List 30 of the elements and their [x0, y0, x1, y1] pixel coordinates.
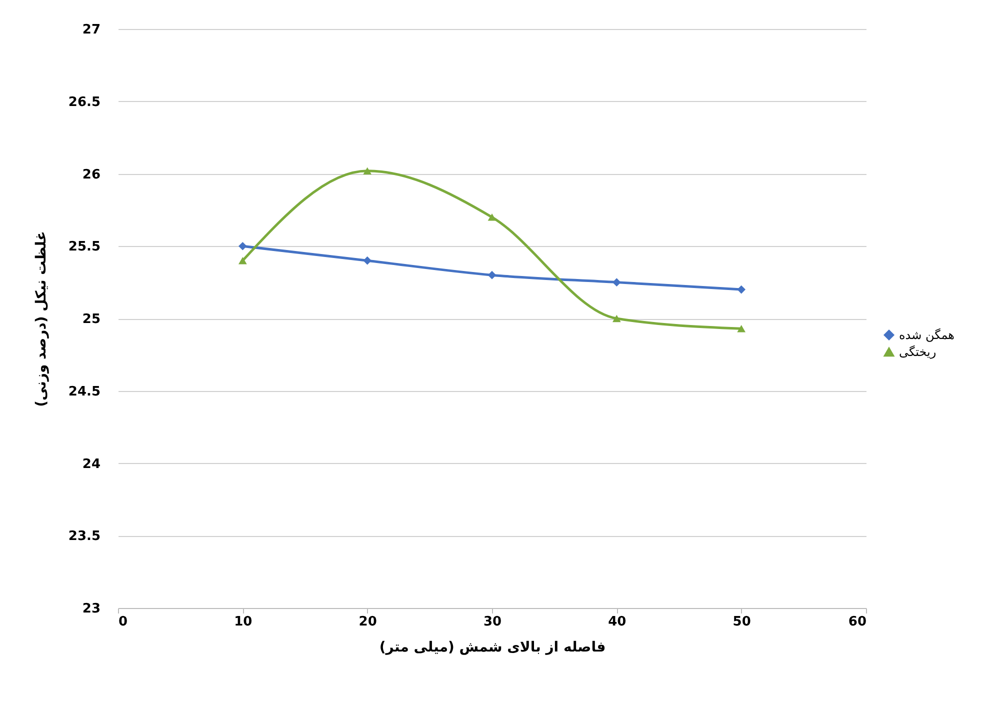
- x-axis-title: فاصله از بالای شمش (میلی متر): [379, 640, 606, 656]
- legend-label: همگن شده: [899, 328, 954, 342]
- point: [488, 214, 496, 221]
- point: [612, 314, 621, 322]
- y-tick-label: 24.5: [68, 384, 100, 400]
- point: [612, 278, 621, 286]
- point: [737, 325, 746, 332]
- point: [488, 270, 496, 280]
- point: [363, 167, 372, 174]
- x-tick-label: 10: [234, 614, 252, 630]
- y-tick-label: 24: [82, 456, 100, 472]
- y-tick-label: 27: [82, 22, 100, 38]
- point: [238, 256, 247, 264]
- y-tick-label: 23.5: [68, 529, 100, 544]
- x-tick-label: 20: [358, 614, 377, 630]
- y-tick-label: 23: [82, 602, 100, 616]
- legend-label: ریختگی: [899, 345, 936, 359]
- y-axis-title: غلظت نیکل (درصد وزنی): [33, 231, 50, 407]
- point: [363, 256, 372, 265]
- x-tick-label: 60: [848, 614, 866, 630]
- x-tick-label: 50: [732, 614, 751, 630]
- y-tick-label: 25: [82, 312, 100, 327]
- x-tick-label: 40: [608, 614, 626, 630]
- point: [737, 285, 746, 294]
- point: [238, 242, 247, 250]
- y-tick-label: 25.5: [68, 240, 100, 255]
- y-tick-label: 26: [82, 167, 100, 182]
- x-tick-label: 30: [483, 614, 502, 630]
- y-tick-label: 26.5: [68, 94, 100, 110]
- x-tick-label: 0: [118, 614, 128, 630]
